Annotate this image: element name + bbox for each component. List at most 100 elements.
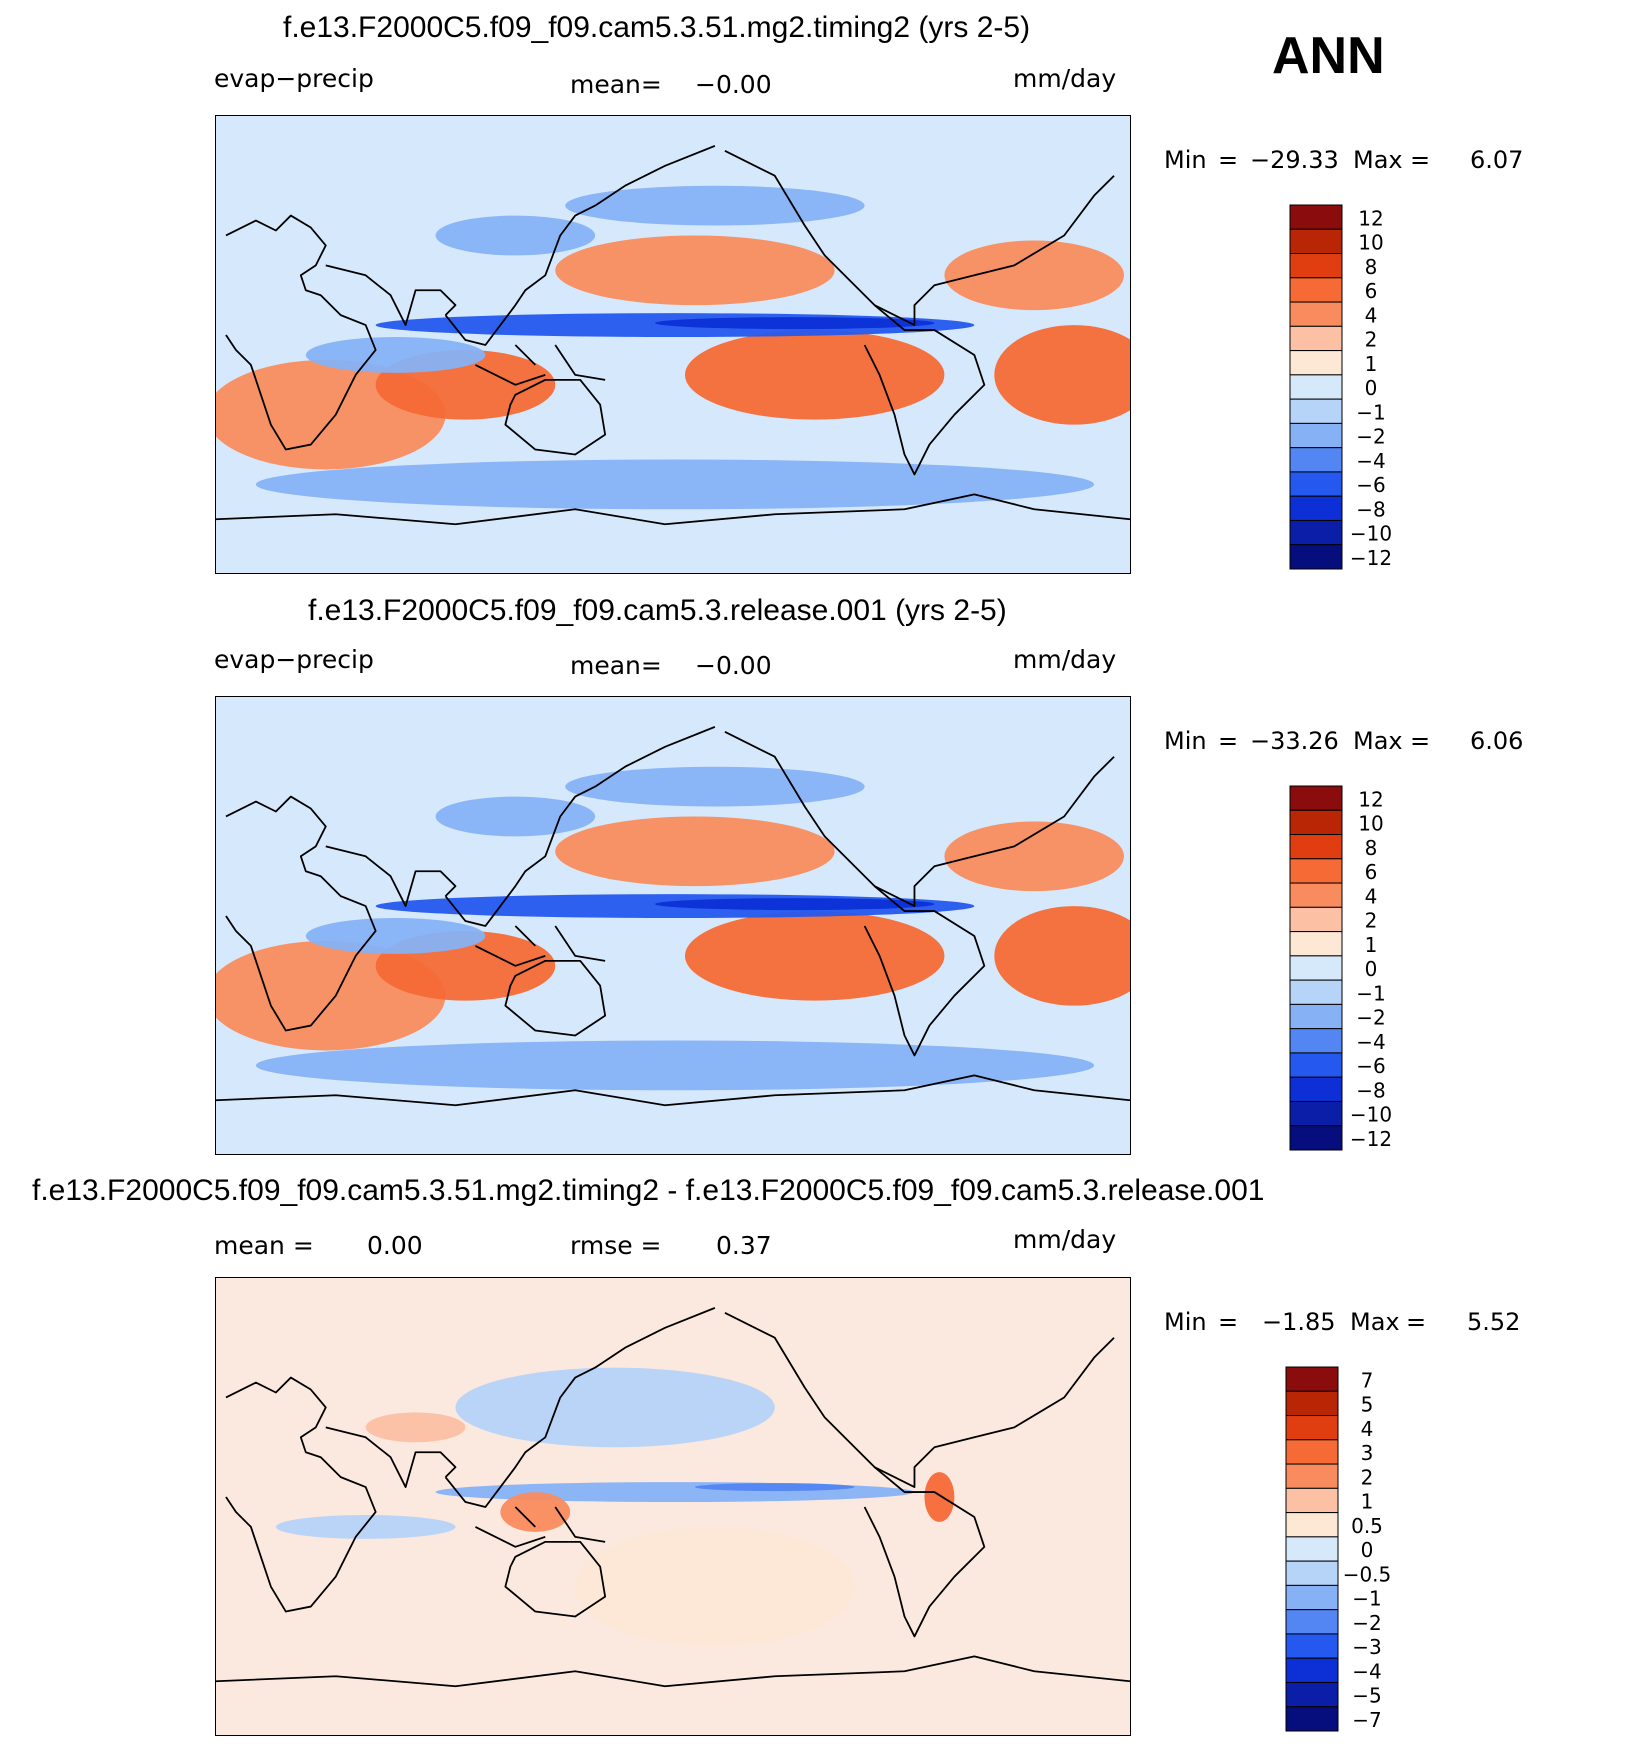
north-pacific-storm-track — [565, 185, 865, 226]
coastline — [475, 344, 606, 386]
panel2-min-label: Min — [1164, 727, 1207, 755]
colorbar-swatch — [1285, 1657, 1339, 1683]
colorbar-tick-label: −6 — [1356, 1054, 1385, 1078]
panel1-units-label: mm/day — [1013, 64, 1117, 93]
colorbar-swatch — [1285, 1487, 1339, 1514]
colorbar-tick-label: −1 — [1356, 981, 1385, 1005]
panel1-map-svg — [216, 116, 1130, 573]
colorbar-tick-label: 2 — [1365, 909, 1378, 933]
southeast-pacific-evap — [684, 911, 945, 1001]
andes-difference — [924, 1472, 955, 1522]
panel1-min-label: Min — [1164, 146, 1207, 174]
colorbar-tick-label: −4 — [1356, 449, 1385, 473]
colorbar-tick-label: 4 — [1365, 303, 1378, 327]
colorbar-tick-label: 1 — [1361, 1490, 1374, 1514]
colorbar-tick-label: 1 — [1365, 933, 1378, 957]
panel1-variable-label: evap−precip — [214, 64, 374, 93]
coastline — [216, 1655, 1130, 1688]
indian-ocean-precip — [305, 337, 486, 373]
colorbar-swatch — [1285, 1681, 1339, 1708]
coastline — [504, 378, 607, 456]
colorbar-tick-label: 0 — [1365, 376, 1378, 400]
coastline — [444, 726, 716, 927]
colorbar-swatch — [1289, 374, 1343, 400]
coastline — [863, 304, 986, 476]
panel3-mean-value: 0.00 — [367, 1231, 423, 1260]
colorbar-swatch — [1289, 809, 1343, 836]
coastline — [225, 795, 377, 1032]
colorbar-tick-label: −12 — [1350, 1127, 1392, 1151]
west-pacific-precip — [435, 215, 596, 256]
coastline — [863, 1466, 986, 1638]
colorbar-swatch — [1289, 447, 1343, 473]
panel1-mean-value: −0.00 — [695, 70, 772, 99]
colorbar-swatch — [1289, 277, 1343, 303]
colorbar-tick-label: −2 — [1356, 1006, 1385, 1030]
coastline — [724, 731, 1115, 907]
coastline — [444, 1307, 716, 1508]
coastline — [724, 150, 1115, 326]
colorbar-tick-label: 6 — [1365, 279, 1378, 303]
panel1-min-value: −29.33 — [1250, 146, 1339, 174]
panel3-map-svg — [216, 1278, 1130, 1735]
colorbar-swatch — [1289, 1100, 1343, 1127]
colorbar-swatch — [1285, 1366, 1339, 1392]
colorbar-tick-label: −3 — [1352, 1635, 1381, 1659]
colorbar-tick-label: 6 — [1365, 860, 1378, 884]
coastline — [724, 1312, 1115, 1488]
panel2-title: f.e13.F2000C5.f09_f09.cam5.3.release.001… — [308, 594, 1007, 627]
southern-ocean-precip — [255, 1040, 1095, 1091]
colorbar-swatch — [1289, 979, 1343, 1005]
colorbar-swatch — [1285, 1536, 1339, 1562]
colorbar-swatch — [1289, 1052, 1343, 1078]
colorbar-tick-label: 1 — [1365, 352, 1378, 376]
colorbar-tick-label: 7 — [1361, 1368, 1374, 1392]
colorbar-tick-label: 3 — [1361, 1441, 1374, 1465]
colorbar-tick-label: −7 — [1352, 1708, 1381, 1732]
north-pacific-evap — [555, 235, 835, 306]
itcz-precip-core — [655, 898, 935, 911]
coastline — [325, 264, 457, 326]
coastline — [325, 845, 457, 907]
panel2-mean-value: −0.00 — [695, 651, 772, 680]
colorbar-tick-label: 4 — [1361, 1417, 1374, 1441]
colorbar-tick-label: 2 — [1365, 328, 1378, 352]
colorbar-swatch — [1289, 931, 1343, 957]
panel3-colorbar: 7 5 4 3 2 1 0.5 0 −0.5 −1 −2 −3 −4 −5 −7 — [1285, 1366, 1425, 1732]
colorbar-tick-label: −6 — [1356, 473, 1385, 497]
colorbar-swatch — [1289, 1028, 1343, 1054]
west-pacific-precip — [435, 796, 596, 837]
colorbar-swatch — [1289, 325, 1343, 352]
colorbar-tick-label: 5 — [1361, 1393, 1374, 1417]
colorbar-tick-label: −4 — [1356, 1030, 1385, 1054]
himalaya-difference — [365, 1412, 466, 1443]
north-atlantic-evap — [944, 821, 1125, 892]
colorbar-tick-label: −10 — [1350, 1103, 1392, 1127]
colorbar-swatch — [1289, 906, 1343, 933]
indian-ocean-precip — [305, 918, 486, 954]
north-pacific-storm-track — [565, 766, 865, 807]
colorbar-tick-label: −5 — [1352, 1684, 1381, 1708]
colorbar-swatch — [1289, 253, 1343, 279]
panel3-min-value: −1.85 — [1262, 1308, 1336, 1336]
colorbar-tick-label: 2 — [1361, 1465, 1374, 1489]
coastline — [216, 493, 1130, 526]
panel2-max-eq: = — [1410, 727, 1431, 755]
panel1-min-eq: = — [1218, 146, 1239, 174]
colorbar-swatch — [1289, 228, 1343, 255]
colorbar-swatch — [1289, 1125, 1343, 1151]
colorbar-tick-label: −2 — [1352, 1611, 1381, 1635]
colorbar-tick-label: 0 — [1361, 1538, 1374, 1562]
coastline — [504, 959, 607, 1037]
south-atlantic-evap — [994, 325, 1130, 425]
colorbar-swatch — [1289, 350, 1343, 376]
north-pacific-evap — [555, 816, 835, 887]
coastline — [444, 145, 716, 346]
colorbar-swatch — [1289, 495, 1343, 521]
colorbar-tick-label: 12 — [1358, 206, 1383, 230]
colorbar-swatch — [1289, 1003, 1343, 1030]
maritime-continent-difference — [500, 1492, 571, 1532]
colorbar-swatch — [1289, 544, 1343, 570]
